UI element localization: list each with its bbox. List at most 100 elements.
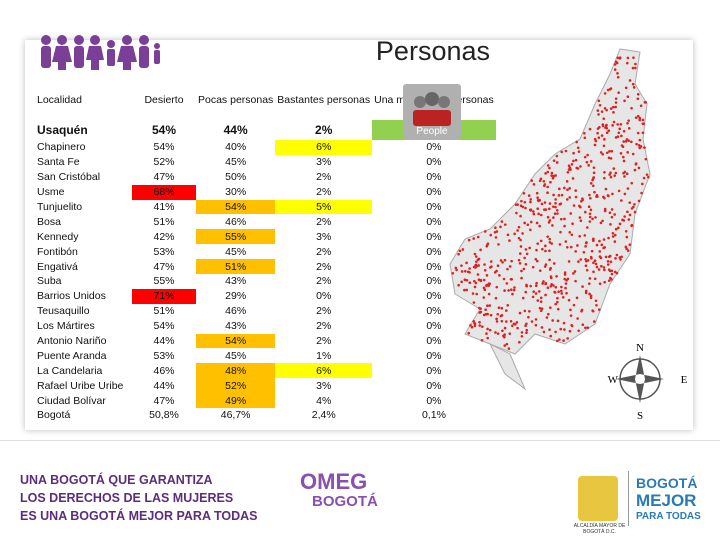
map-dot: [563, 277, 567, 281]
map-dot: [548, 202, 552, 205]
map-dot: [518, 340, 521, 344]
map-dot: [556, 307, 560, 311]
map-dot: [605, 131, 609, 135]
map-dot: [547, 221, 551, 224]
table-row: Suba 55% 43% 2% 0%: [35, 274, 496, 289]
map-dot: [523, 256, 526, 260]
map-dot: [607, 236, 610, 240]
map-dot: [575, 296, 579, 300]
map-dot: [588, 292, 591, 296]
map-dot: [529, 284, 532, 288]
map-dot: [603, 280, 606, 284]
map-dot: [610, 272, 614, 276]
value-cell: 53%: [153, 245, 175, 258]
map-dot: [508, 332, 512, 335]
map-dot: [495, 317, 498, 321]
map-dot: [496, 312, 500, 316]
map-dot: [572, 303, 576, 307]
map-dot: [529, 208, 533, 212]
map-dot: [494, 331, 497, 334]
value-cell: 2%: [316, 171, 332, 184]
value-cell: 2%: [316, 215, 332, 228]
brand-mid: MEJOR: [636, 491, 697, 510]
map-dot: [609, 107, 613, 110]
map-dot: [618, 127, 622, 131]
value-cell: 5%: [275, 199, 373, 215]
map-dot: [550, 171, 554, 175]
map-dot: [574, 250, 577, 253]
value-cell: 6%: [275, 140, 373, 155]
value-cell: 40%: [225, 141, 247, 154]
map-dot: [639, 104, 643, 108]
map-dot: [486, 312, 489, 316]
map-dot: [583, 155, 587, 159]
locality-cell: Fontibón: [37, 245, 78, 258]
map-dot: [611, 235, 615, 238]
map-dot: [483, 230, 487, 233]
map-dot: [468, 267, 471, 270]
map-dot: [532, 210, 535, 213]
slide-title: Personas: [375, 36, 490, 66]
map-dot: [588, 193, 591, 197]
map-dot: [558, 187, 561, 191]
map-dot: [623, 215, 626, 218]
value-cell: 50%: [225, 171, 247, 184]
map-dot: [624, 245, 628, 249]
map-dot: [626, 95, 630, 99]
map-dot: [479, 248, 482, 252]
table-row: Fontibón 53% 45% 2% 0%: [35, 244, 496, 259]
map-dot: [616, 72, 619, 75]
map-dot: [613, 68, 617, 71]
map-dot: [553, 212, 557, 215]
map-dot: [469, 324, 472, 327]
value-cell: 52%: [196, 378, 276, 394]
map-dot: [623, 170, 627, 174]
map-dot: [528, 246, 531, 250]
map-dot: [465, 261, 468, 265]
map-dot: [482, 313, 486, 317]
map-dot: [576, 167, 580, 170]
map-dot: [505, 282, 509, 285]
map-dot: [525, 283, 528, 287]
map-dot: [617, 189, 621, 193]
value-cell: 4%: [316, 394, 332, 407]
map-dot: [520, 331, 524, 334]
map-dot: [539, 309, 543, 312]
compass-n: N: [636, 342, 644, 354]
map-dot: [640, 191, 643, 195]
map-dot: [517, 258, 521, 262]
map-dot: [600, 264, 603, 268]
map-dot: [607, 194, 610, 198]
map-dot: [594, 216, 597, 219]
map-dot: [494, 296, 498, 300]
map-dot: [572, 204, 576, 207]
map-dot: [507, 289, 510, 292]
map-dot: [486, 243, 489, 247]
map-dot: [603, 138, 606, 141]
value-cell: 0%: [426, 290, 442, 303]
map-dot: [520, 269, 523, 273]
map-dot: [548, 258, 551, 262]
map-dot: [574, 158, 578, 162]
map-dot: [601, 152, 605, 156]
map-dot: [613, 240, 617, 243]
map-dot: [638, 118, 642, 122]
map-dot: [544, 282, 547, 286]
value-cell: 52%: [153, 156, 175, 169]
map-dot: [614, 227, 618, 231]
value-cell: 2,4%: [311, 409, 336, 422]
map-dot: [589, 296, 593, 300]
map-dot: [523, 221, 526, 225]
value-cell: 0%: [426, 275, 442, 288]
map-dot: [556, 300, 559, 304]
map-dot: [534, 318, 538, 321]
map-dot: [643, 146, 646, 149]
map-dot: [538, 179, 542, 183]
header-cell: Bastantes personas: [277, 93, 371, 106]
locality-cell: Tunjuelito: [37, 201, 83, 213]
map-dot: [557, 194, 561, 197]
value-cell: 46%: [225, 305, 247, 318]
map-dot: [602, 246, 605, 250]
map-dot: [473, 285, 477, 289]
map-dot: [589, 182, 593, 185]
